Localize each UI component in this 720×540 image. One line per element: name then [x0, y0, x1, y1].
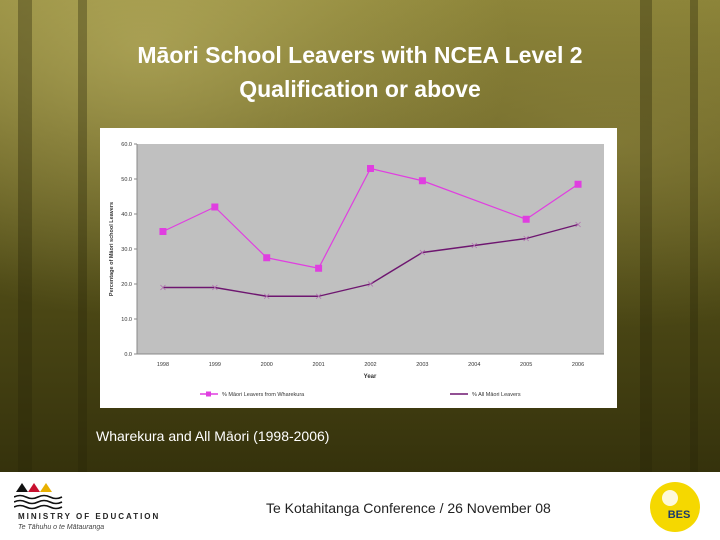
plot-area — [137, 144, 604, 354]
x-tick-label: 2001 — [312, 362, 324, 368]
series-line-segment — [162, 206, 216, 233]
series-line-segment — [214, 286, 267, 297]
line-chart: Percentage of Māori school Leavers Year … — [109, 142, 604, 400]
series-line-segment — [422, 180, 527, 220]
wharekura-data-point — [522, 215, 530, 223]
chart-legend: % Māori Leavers from Wharekura % All Māor… — [200, 391, 521, 398]
chart-caption: Wharekura and All Māori (1998-2006) — [96, 428, 330, 444]
y-axis-title: Percentage of Māori school Leavers — [109, 202, 115, 296]
wharekura-data-point — [315, 264, 323, 272]
x-tick-label: 2005 — [520, 362, 532, 368]
ministry-of-education-logo — [13, 480, 66, 515]
x-tick-label: 2006 — [572, 362, 584, 368]
slide-title-line-1: Māori School Leavers with NCEA Level 2 — [137, 42, 583, 68]
chart-panel: Percentage of Māori school Leavers Year … — [100, 128, 617, 408]
wharekura-data-point — [574, 180, 582, 188]
series-line-segment — [422, 244, 475, 254]
series-line-segment — [525, 183, 579, 220]
x-tick-label: 1999 — [209, 362, 221, 368]
series-line-segment — [370, 251, 423, 285]
background-trunk — [690, 0, 698, 472]
ministry-logo-icon — [13, 483, 63, 510]
background-trunk — [78, 0, 87, 472]
slide-title: Māori School Leavers with NCEA Level 2 Q… — [60, 38, 660, 106]
x-axis-title: Year — [364, 374, 377, 380]
all-maori-data-point — [263, 293, 270, 300]
y-tick-label: 30.0 — [121, 247, 132, 253]
all-maori-data-point — [315, 293, 322, 300]
all-maori-data-point — [212, 284, 218, 291]
y-tick-label: 60.0 — [121, 142, 132, 148]
series-line-segment — [214, 206, 268, 259]
series-line-segment — [318, 168, 372, 269]
y-tick-label: 0.0 — [124, 352, 132, 358]
background-trunk — [18, 0, 32, 472]
legend-marker-swatch — [206, 391, 211, 397]
all-maori-data-point — [160, 284, 166, 291]
x-tick-label: 2004 — [468, 362, 480, 368]
wharekura-data-point — [418, 177, 426, 185]
wharekura-data-point — [263, 254, 271, 262]
legend-label: % All Māori Leavers — [472, 392, 521, 398]
ministry-subtitle: Te Tāhuhu o te Mātauranga — [18, 524, 105, 531]
legend-label: % Māori Leavers from Wharekura — [222, 392, 305, 398]
slide-title-line-2: Qualification or above — [239, 76, 481, 102]
background-trunk — [640, 0, 652, 472]
y-tick-label: 50.0 — [121, 177, 132, 183]
bes-logo-highlight — [662, 490, 678, 506]
conference-text: Te Kotahitanga Conference / 26 November … — [266, 500, 551, 516]
series-line-segment — [474, 237, 527, 247]
bes-logo: BES — [650, 482, 700, 532]
y-tick-label: 10.0 — [121, 317, 132, 323]
wharekura-data-point — [211, 203, 219, 211]
wharekura-data-point — [367, 165, 374, 172]
x-tick-label: 2000 — [261, 362, 273, 368]
all-maori-data-point — [419, 249, 426, 256]
all-maori-data-point — [471, 242, 478, 249]
bes-logo-text: BES — [668, 509, 691, 521]
bes-logo-circle — [650, 482, 700, 532]
x-tick-label: 1998 — [157, 362, 169, 368]
series-line-segment — [318, 283, 371, 297]
series-line-segment — [525, 223, 579, 240]
y-tick-label: 40.0 — [121, 212, 132, 218]
wharekura-data-point — [159, 228, 167, 235]
all-maori-data-point — [367, 281, 374, 287]
all-maori-data-point — [575, 221, 581, 228]
x-tick-label: 2002 — [364, 362, 376, 368]
legend-box — [137, 386, 604, 400]
all-maori-data-point — [523, 235, 529, 242]
y-tick-label: 20.0 — [121, 282, 132, 288]
footer-bar — [0, 472, 720, 540]
ministry-name: MINISTRY OF EDUCATION — [18, 512, 161, 521]
x-tick-label: 2003 — [416, 362, 428, 368]
series-line-segment — [370, 167, 423, 182]
series-line-segment — [266, 257, 319, 269]
